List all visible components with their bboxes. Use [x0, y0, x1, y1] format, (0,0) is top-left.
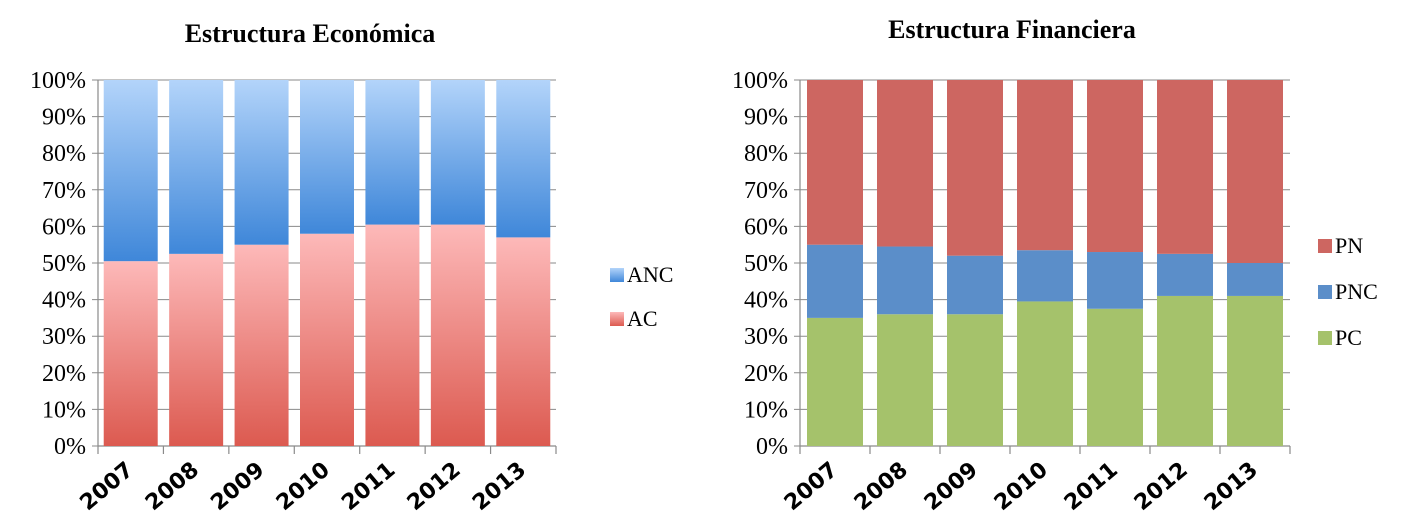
bar-segment-pnc: [807, 244, 863, 318]
chart-title: Estructura Económica: [185, 19, 436, 48]
x-tick-label: 2011: [1060, 457, 1123, 516]
x-tick-label: 2011: [337, 457, 400, 516]
y-tick-label: 30%: [42, 324, 86, 350]
bar-segment-pn: [1227, 80, 1283, 263]
legend-swatch-pnc: [1318, 285, 1332, 299]
y-tick-label: 20%: [42, 361, 86, 387]
y-tick-label: 50%: [744, 251, 788, 277]
estructura-economica-chart: Estructura Económica 0% 10% 20% 30% 40% 50% 60…: [30, 19, 673, 516]
y-tick-label: 40%: [744, 288, 788, 314]
bar-segment-pnc: [877, 246, 933, 315]
bar-segment-pnc: [947, 255, 1003, 315]
y-tick-label: 90%: [42, 105, 86, 131]
x-tick-label: 2008: [850, 457, 913, 516]
legend-label-pc: PC: [1335, 325, 1362, 350]
y-tick-label: 70%: [42, 178, 86, 204]
x-tick-label: 2013: [468, 457, 531, 516]
bar-segment-pc: [1157, 295, 1213, 446]
estructura-financiera-svg: Estructura Financiera 0% 10% 20% 30% 40% 50% 6…: [732, 15, 1378, 516]
y-tick-label: 60%: [42, 214, 86, 240]
y-tick-label: 10%: [42, 397, 86, 423]
bar-segment-ac: [365, 224, 420, 446]
y-tick-label: 80%: [744, 141, 788, 167]
y-tick-label: 90%: [744, 105, 788, 131]
bar-segment-pnc: [1227, 263, 1283, 296]
legend-swatch-ac: [610, 312, 624, 326]
y-tick-label: 0%: [54, 434, 86, 460]
x-tick-label: 2010: [990, 457, 1053, 516]
bar-segment-pn: [1157, 80, 1213, 254]
x-tick-label: 2012: [403, 457, 466, 516]
x-tick-label: 2007: [76, 457, 139, 516]
bar-segment-anc: [234, 80, 289, 245]
estructura-financiera-chart: Estructura Financiera 0% 10% 20% 30% 40% 50% 6…: [704, 0, 1408, 524]
x-tick-label: 2007: [780, 457, 843, 516]
y-tick-label: 80%: [42, 141, 86, 167]
bar-segment-pnc: [1017, 250, 1073, 302]
x-tick-label: 2008: [141, 457, 204, 516]
bar-segment-pnc: [1087, 252, 1143, 309]
bar-segment-pn: [807, 80, 863, 245]
chart-title: Estructura Financiera: [888, 15, 1136, 44]
y-tick-label: 60%: [744, 214, 788, 240]
legend-label-pnc: PNC: [1335, 279, 1378, 304]
bar-segment-ac: [103, 261, 158, 446]
y-tick-label: 30%: [744, 324, 788, 350]
legend-label-anc: ANC: [627, 262, 673, 287]
bar-segment-ac: [430, 224, 485, 446]
y-tick-label: 20%: [744, 361, 788, 387]
bar-segment-ac: [496, 237, 551, 446]
legend-swatch-anc: [610, 268, 624, 282]
bar-segment-pc: [1227, 295, 1283, 446]
bar-segment-pc: [1087, 308, 1143, 446]
bar-segment-anc: [169, 80, 224, 254]
y-tick-label: 100%: [30, 68, 86, 94]
x-tick-label: 2010: [272, 457, 335, 516]
bar-segment-pc: [1017, 301, 1073, 446]
y-tick-label: 40%: [42, 288, 86, 314]
y-tick-label: 100%: [732, 68, 788, 94]
bar-segment-anc: [300, 80, 354, 234]
legend-swatch-pn: [1318, 239, 1332, 253]
x-tick-label: 2012: [1130, 457, 1193, 516]
y-tick-label: 10%: [744, 397, 788, 423]
bar-segment-pn: [1017, 80, 1073, 251]
bar-segment-ac: [169, 253, 224, 446]
legend-label-pn: PN: [1335, 233, 1363, 258]
bar-segment-pn: [1087, 80, 1143, 253]
estructura-economica-svg: Estructura Económica 0% 10% 20% 30% 40% 50% 60…: [30, 19, 673, 516]
y-tick-label: 0%: [756, 434, 788, 460]
bar-segment-pc: [807, 317, 863, 446]
legend-label-ac: AC: [627, 306, 658, 331]
bar-segment-ac: [234, 244, 289, 446]
bar-segment-pc: [877, 314, 933, 446]
y-tick-label: 50%: [42, 251, 86, 277]
x-tick-label: 2009: [206, 457, 269, 516]
bar-segment-pc: [947, 314, 1003, 446]
bar-segment-anc: [103, 80, 158, 262]
legend-swatch-pc: [1318, 331, 1332, 345]
bar-segment-anc: [365, 80, 420, 225]
bar-segment-pn: [947, 80, 1003, 256]
y-tick-label: 70%: [744, 178, 788, 204]
bar-segment-ac: [300, 233, 354, 446]
x-tick-label: 2013: [1200, 457, 1263, 516]
bar-segment-pnc: [1157, 253, 1213, 296]
bar-segment-pn: [877, 80, 933, 247]
x-tick-label: 2009: [920, 457, 983, 516]
bar-segment-anc: [430, 80, 485, 225]
bar-segment-anc: [496, 80, 551, 238]
